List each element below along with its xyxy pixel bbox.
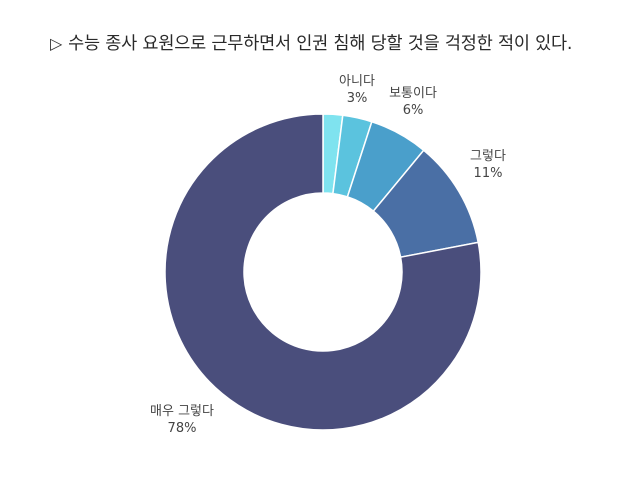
chart-title-text: 수능 종사 요원으로 근무하면서 인권 침해 당할 것을 걱정한 적이 있다. [68,34,573,54]
slice-label-value-5: 78% [168,421,197,436]
chart-title: ▷ 수능 종사 요원으로 근무하면서 인권 침해 당할 것을 걱정한 적이 있다. [50,30,635,55]
title-marker-icon: ▷ [50,34,63,53]
slice-label-name-2: 아니다 [339,74,375,89]
slice-label-name-5: 매우 그렇다 [150,404,214,419]
donut-slices [164,113,482,431]
slice-label-value-3: 6% [403,103,424,118]
slice-label-value-2: 3% [347,91,368,106]
slice-label-name-4: 그렇다 [470,149,506,164]
slice-label-value-4: 11% [474,166,503,181]
slice-labels: 아니다 3% 보통이다 6% 그렇다 11% 매우 그렇다 78% [150,74,506,436]
slice-label-name-3: 보통이다 [389,86,437,101]
slice-5 [164,113,482,431]
